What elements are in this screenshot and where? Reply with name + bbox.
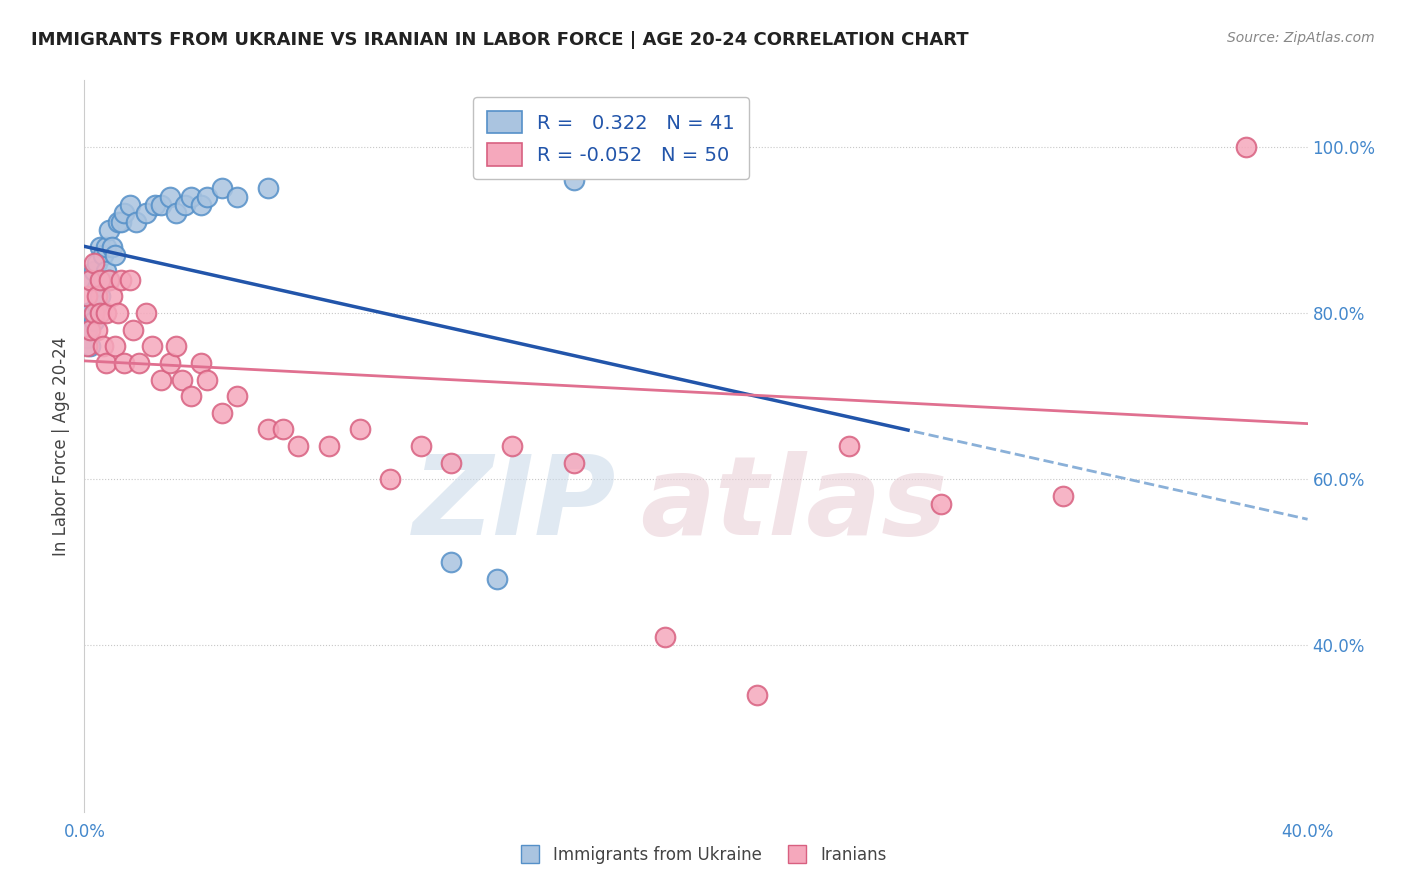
- Point: [1236, 140, 1258, 154]
- Point: [1052, 489, 1074, 503]
- Text: Source: ZipAtlas.com: Source: ZipAtlas.com: [1227, 31, 1375, 45]
- Point: [165, 206, 187, 220]
- Point: [89, 239, 111, 253]
- Point: [79, 323, 101, 337]
- Point: [79, 306, 101, 320]
- Text: atlas: atlas: [640, 451, 948, 558]
- Point: [149, 372, 172, 386]
- Point: [94, 356, 117, 370]
- Point: [195, 189, 218, 203]
- Point: [86, 298, 108, 312]
- Legend: Immigrants from Ukraine, Iranians: Immigrants from Ukraine, Iranians: [513, 839, 893, 871]
- Point: [120, 198, 142, 212]
- Point: [83, 306, 105, 320]
- Point: [128, 356, 150, 370]
- Point: [91, 339, 114, 353]
- Point: [562, 456, 585, 470]
- Point: [380, 472, 402, 486]
- Point: [83, 256, 105, 270]
- Point: [79, 273, 101, 287]
- Point: [211, 406, 233, 420]
- Point: [79, 339, 101, 353]
- Point: [226, 189, 249, 203]
- Point: [101, 289, 124, 303]
- Point: [271, 422, 294, 436]
- Point: [89, 289, 111, 303]
- Point: [190, 198, 212, 212]
- Point: [112, 206, 135, 220]
- Point: [159, 189, 181, 203]
- Point: [747, 689, 769, 703]
- Point: [349, 422, 371, 436]
- Point: [83, 264, 105, 278]
- Point: [195, 372, 218, 386]
- Point: [110, 273, 132, 287]
- Point: [97, 273, 120, 287]
- Point: [110, 214, 132, 228]
- Text: ZIP: ZIP: [413, 451, 616, 558]
- Point: [122, 323, 145, 337]
- Point: [112, 356, 135, 370]
- Point: [409, 439, 432, 453]
- Point: [86, 289, 108, 303]
- Point: [107, 214, 129, 228]
- Point: [94, 264, 117, 278]
- Point: [104, 248, 127, 262]
- Point: [107, 306, 129, 320]
- Legend: R =   0.322   N = 41, R = -0.052   N = 50: R = 0.322 N = 41, R = -0.052 N = 50: [474, 97, 748, 179]
- Point: [120, 273, 142, 287]
- Point: [76, 331, 98, 345]
- Point: [190, 356, 212, 370]
- Point: [929, 497, 952, 511]
- Point: [318, 439, 340, 453]
- Point: [211, 181, 233, 195]
- Point: [104, 339, 127, 353]
- Point: [86, 256, 108, 270]
- Point: [143, 198, 166, 212]
- Point: [165, 339, 187, 353]
- Point: [89, 306, 111, 320]
- Point: [76, 323, 98, 337]
- Point: [502, 439, 524, 453]
- Point: [83, 314, 105, 328]
- Point: [562, 173, 585, 187]
- Point: [159, 356, 181, 370]
- Point: [149, 198, 172, 212]
- Point: [654, 630, 676, 644]
- Point: [135, 306, 157, 320]
- Point: [174, 198, 197, 212]
- Point: [101, 239, 124, 253]
- Point: [486, 572, 509, 586]
- Point: [76, 289, 98, 303]
- Point: [287, 439, 309, 453]
- Point: [172, 372, 194, 386]
- Point: [76, 306, 98, 320]
- Point: [257, 422, 280, 436]
- Point: [440, 555, 463, 569]
- Point: [91, 248, 114, 262]
- Text: IMMIGRANTS FROM UKRAINE VS IRANIAN IN LABOR FORCE | AGE 20-24 CORRELATION CHART: IMMIGRANTS FROM UKRAINE VS IRANIAN IN LA…: [31, 31, 969, 49]
- Point: [135, 206, 157, 220]
- Point: [97, 223, 120, 237]
- Point: [180, 389, 202, 403]
- Point: [89, 273, 111, 287]
- Point: [97, 273, 120, 287]
- Y-axis label: In Labor Force | Age 20-24: In Labor Force | Age 20-24: [52, 336, 70, 556]
- Point: [838, 439, 860, 453]
- Point: [94, 306, 117, 320]
- Point: [440, 456, 463, 470]
- Point: [141, 339, 163, 353]
- Point: [79, 273, 101, 287]
- Point: [91, 273, 114, 287]
- Point: [86, 281, 108, 295]
- Point: [226, 389, 249, 403]
- Point: [257, 181, 280, 195]
- Point: [125, 214, 148, 228]
- Point: [94, 239, 117, 253]
- Point: [76, 339, 98, 353]
- Point: [180, 189, 202, 203]
- Point: [86, 323, 108, 337]
